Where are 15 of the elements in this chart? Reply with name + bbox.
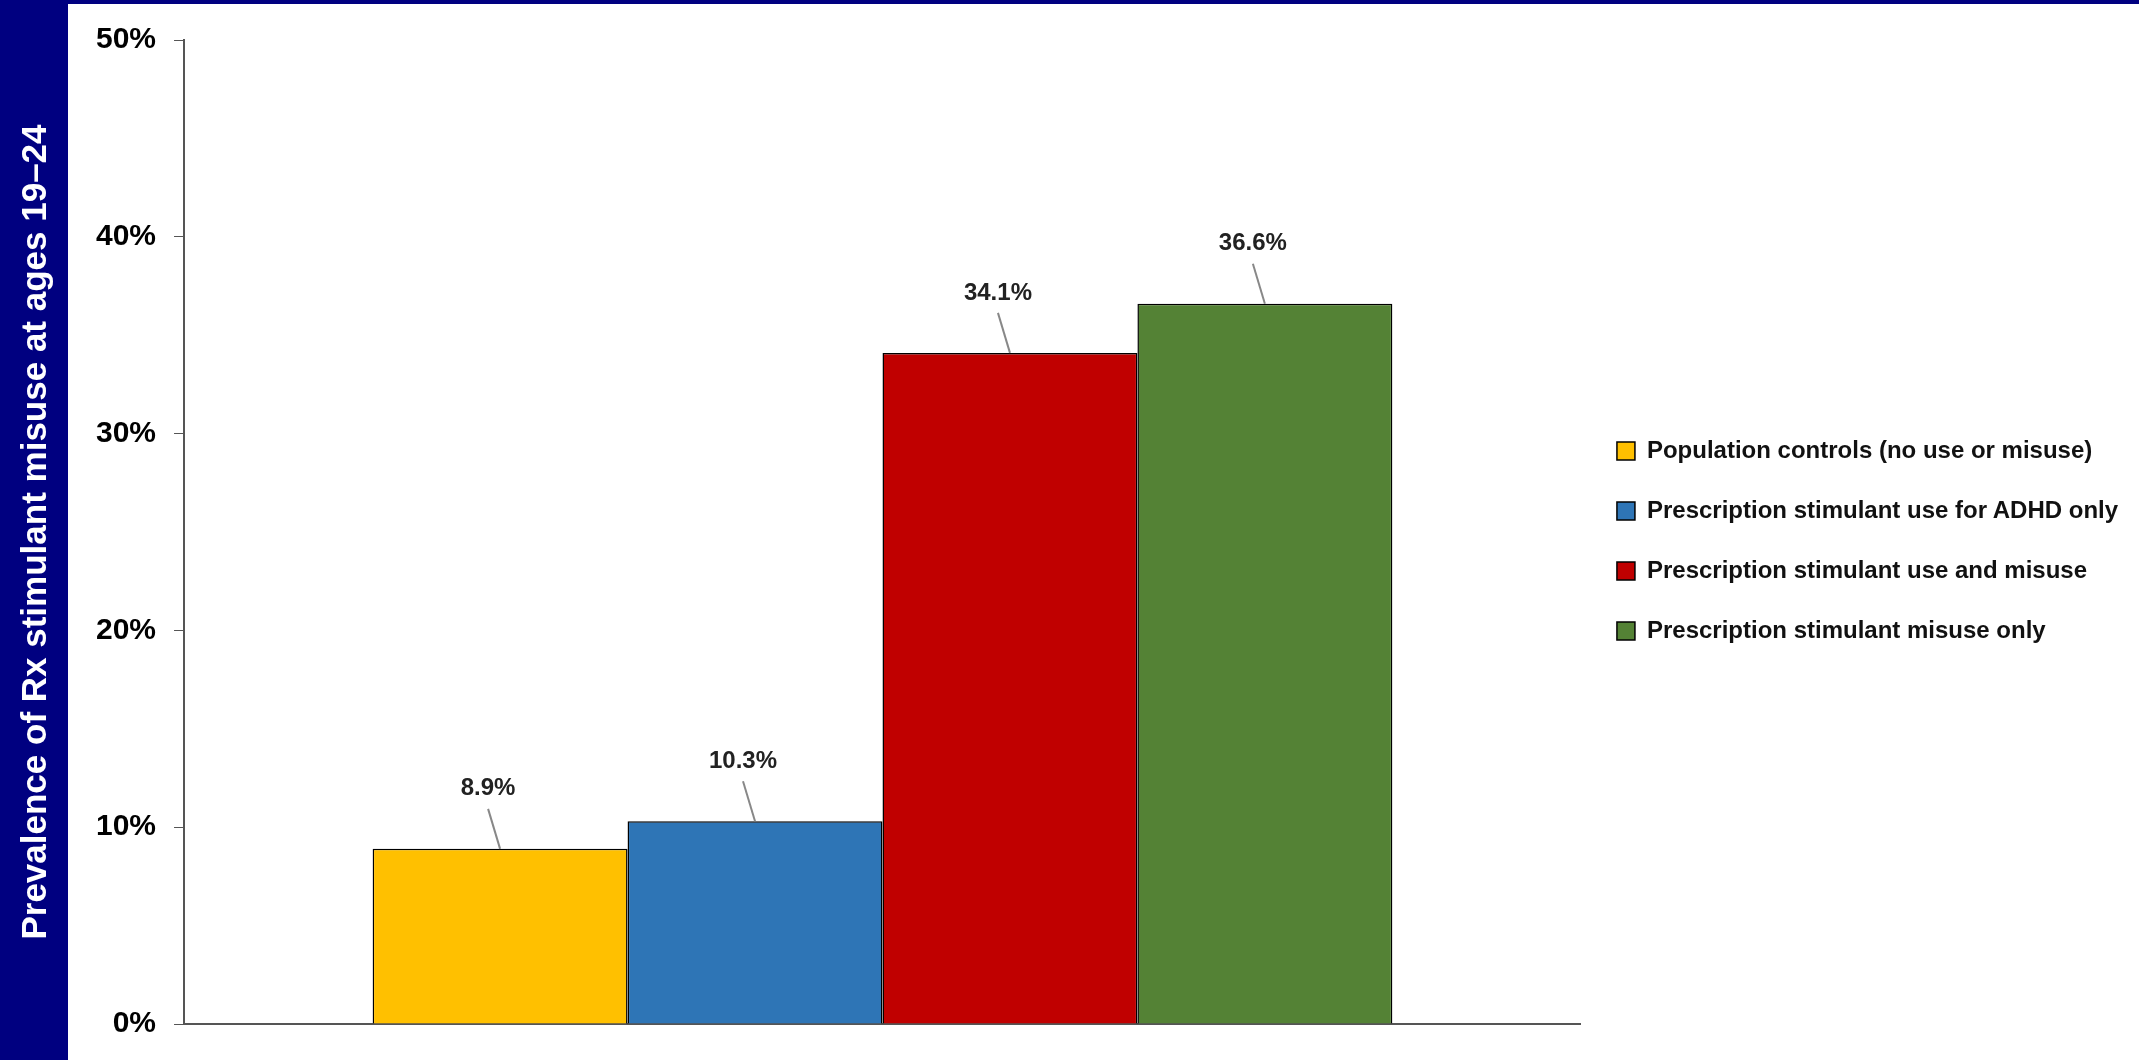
y-tick-label: 10% — [96, 808, 157, 842]
legend-label: Population controls (no use or misuse) — [1646, 435, 2093, 463]
data-label: 8.9% — [460, 773, 516, 801]
y-axis-title: Prevalence of Rx stimulant misuse at ages 19–24 — [14, 124, 54, 940]
y-tick-label: 40% — [96, 218, 157, 252]
data-label: 36.6% — [1218, 228, 1287, 256]
legend-label: Prescription stimulant use for ADHD only — [1646, 495, 2119, 523]
legend-label: Prescription stimulant misuse only — [1646, 615, 2047, 643]
y-tick-label: 0% — [112, 1005, 157, 1039]
legend-label: Prescription stimulant use and misuse — [1646, 555, 2088, 583]
y-tick-label: 50% — [96, 21, 157, 55]
y-tick-label: 20% — [96, 611, 157, 645]
data-label: 10.3% — [708, 745, 778, 773]
y-tick-label: 30% — [96, 414, 157, 448]
data-label: 34.1% — [963, 277, 1032, 305]
